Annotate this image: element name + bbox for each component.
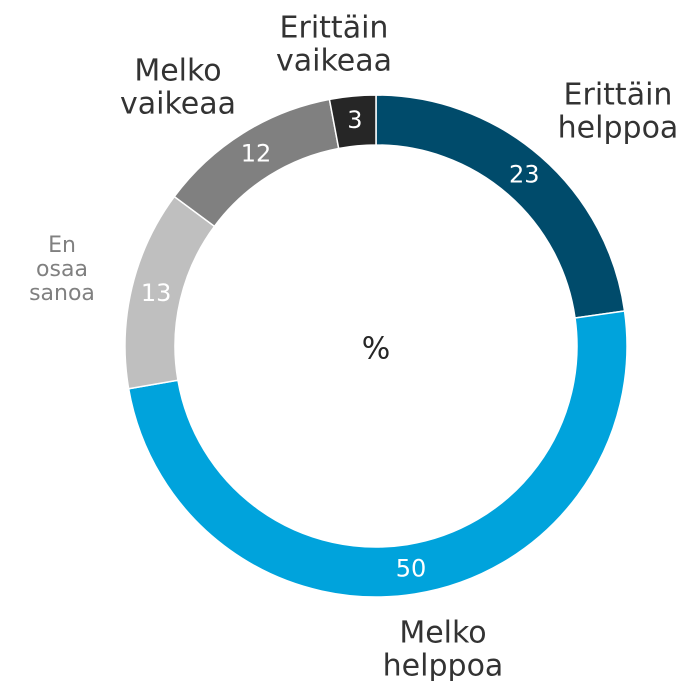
value-label: 23 (509, 160, 540, 188)
center-label: % (362, 332, 391, 367)
value-label: 3 (347, 106, 362, 134)
category-label: En osaa sanoa (29, 233, 95, 306)
value-label: 13 (141, 279, 172, 307)
value-label: 50 (396, 554, 427, 582)
category-label: Erittäin vaikeaa (276, 10, 392, 78)
category-label: Melko vaikeaa (120, 53, 236, 121)
value-label: 12 (241, 140, 272, 168)
category-label: Melko helppoa (383, 615, 504, 681)
category-label: Erittäin helppoa (558, 77, 679, 145)
donut-segment (127, 310, 628, 598)
donut-segment (328, 94, 377, 150)
